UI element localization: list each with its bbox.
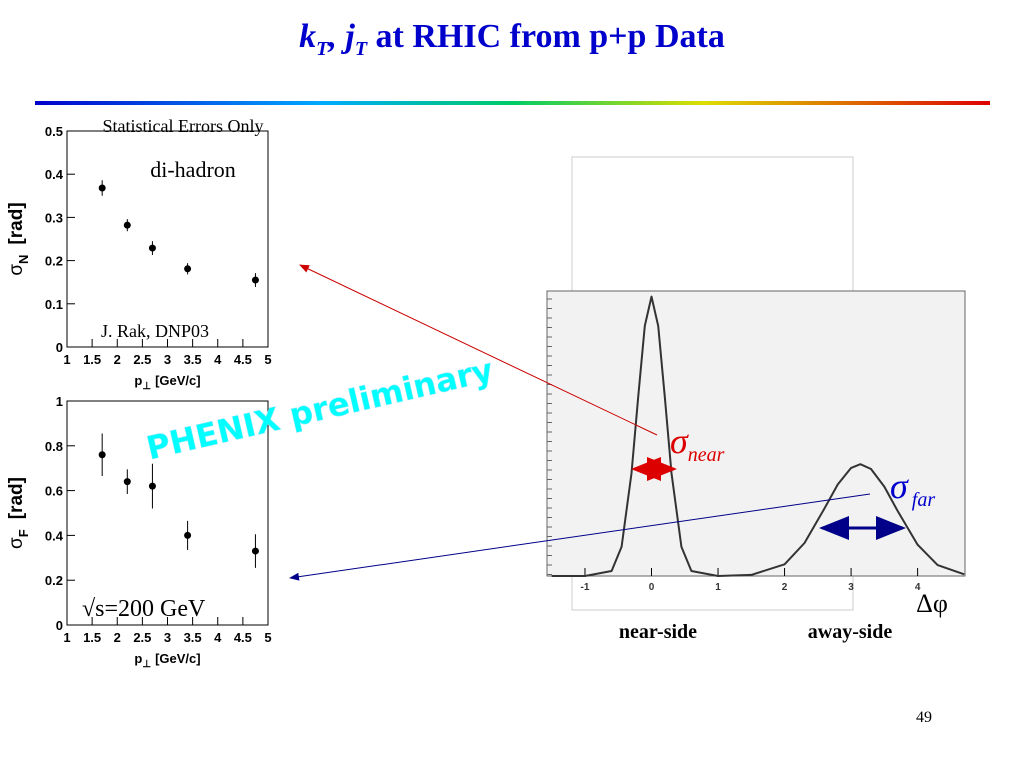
x-tick-label: -1 — [581, 582, 590, 593]
x-tick-label: 1 — [63, 630, 70, 645]
y-tick-label: 1 — [56, 394, 63, 409]
title-part: T — [316, 37, 329, 60]
x-tick-label: 2 — [114, 630, 121, 645]
subscript: F — [16, 529, 31, 537]
x-tick-label: 4.5 — [234, 352, 252, 367]
unit: [rad] — [6, 477, 27, 519]
curve — [551, 295, 965, 577]
title-part: at RHIC from p+p Data — [367, 18, 725, 55]
x-tick-label: 1 — [715, 582, 721, 593]
subscript: ⊥ — [142, 659, 151, 670]
x-tick-label: 4 — [915, 582, 921, 593]
x-axis-label: p⊥ [GeV/c] — [134, 651, 200, 670]
y-tick-label: 0.1 — [45, 297, 63, 312]
x-tick-label: 3.5 — [184, 352, 202, 367]
x-tick-label: 5 — [264, 352, 271, 367]
point — [123, 478, 131, 486]
slide-title: kT, jT at RHIC from p+p Data — [0, 18, 1024, 61]
x-tick-label: 3 — [848, 582, 854, 593]
sqrt-sign: √ — [82, 596, 96, 622]
point — [251, 547, 259, 555]
y-tick-label: 0.4 — [45, 167, 64, 182]
x-tick-label: 4.5 — [234, 630, 252, 645]
annotation: near-side — [619, 621, 697, 643]
title-part: T — [354, 37, 368, 60]
annotation: Statistical Errors Only — [103, 116, 264, 136]
subscript: ⊥ — [142, 381, 151, 392]
subscript: near — [688, 444, 725, 466]
symbol: σ — [6, 537, 27, 549]
y-axis-label: σF [rad] — [6, 477, 31, 549]
symbol: p — [134, 373, 142, 388]
y-tick-label: 0 — [56, 340, 63, 355]
y-tick-label: 0 — [56, 618, 63, 633]
x-tick-label: 2 — [114, 352, 121, 367]
point — [148, 482, 156, 490]
point — [184, 531, 192, 539]
plots: 1 1.5 2 2.5 3 3.5 4 4.5 500.10.20.30.40.5σN[rad]… — [6, 124, 966, 670]
annotation: √s=200 GeV — [82, 596, 206, 622]
point — [98, 451, 106, 459]
x-tick-label: 3 — [164, 352, 171, 367]
x-tick-label: 1 — [63, 352, 70, 367]
x-tick-label: 4 — [214, 630, 222, 645]
y-tick-label: 0.2 — [45, 573, 63, 588]
x-tick-label: 3 — [164, 630, 171, 645]
x-tick-label: 2.5 — [133, 630, 151, 645]
title-rule — [35, 101, 990, 105]
x-tick-label: 2.5 — [133, 352, 151, 367]
title-part: , j — [328, 18, 355, 55]
plot-frame — [66, 400, 269, 626]
subscript: far — [912, 489, 936, 511]
sigma-near: σnear — [670, 421, 725, 466]
pointer — [299, 264, 658, 436]
annotation: away-side — [808, 621, 893, 643]
sigma-far: σ far — [890, 466, 935, 511]
symbol: σ — [6, 264, 27, 276]
unit: [GeV/c] — [155, 373, 201, 388]
x-tick-label: 3.5 — [184, 630, 202, 645]
x-tick-label: 1.5 — [83, 630, 101, 645]
point — [148, 244, 156, 252]
x-tick-label: 1.5 — [83, 352, 101, 367]
x-tick-label: 2 — [782, 582, 788, 593]
x-axis-label: p⊥ [GeV/c] — [134, 373, 200, 392]
pointer — [289, 493, 871, 581]
x-tick-label: 0 — [649, 582, 655, 593]
point — [123, 221, 131, 229]
sigma: σ — [670, 421, 689, 461]
unit: [rad] — [6, 202, 27, 244]
annotation: J. Rak, DNP03 — [101, 321, 209, 341]
unit: [GeV/c] — [155, 651, 201, 666]
x-tick-label: 5 — [264, 630, 271, 645]
y-tick-label: 0.8 — [45, 439, 63, 454]
point — [251, 276, 259, 284]
y-tick-label: 0.2 — [45, 254, 63, 269]
page-number: 49 — [916, 709, 932, 726]
plot-frame — [546, 290, 966, 577]
y-tick-label: 0.5 — [45, 124, 63, 139]
y-tick-label: 0.3 — [45, 210, 63, 225]
point — [184, 265, 192, 273]
symbol: p — [134, 651, 142, 666]
subscript: N — [16, 255, 31, 264]
energy: s=200 GeV — [95, 596, 206, 622]
y-tick-label: 0.4 — [45, 528, 64, 543]
x-axis-label: Δφ — [916, 589, 948, 618]
plot-frame — [66, 130, 269, 348]
title-part: k — [299, 18, 317, 55]
point — [98, 184, 106, 192]
x-tick-label: 4 — [214, 352, 222, 367]
sigma: σ — [890, 466, 909, 506]
y-tick-label: 0.6 — [45, 484, 63, 499]
y-axis-label: σN [rad] — [6, 202, 31, 275]
annotation: di-hadron — [150, 157, 236, 182]
